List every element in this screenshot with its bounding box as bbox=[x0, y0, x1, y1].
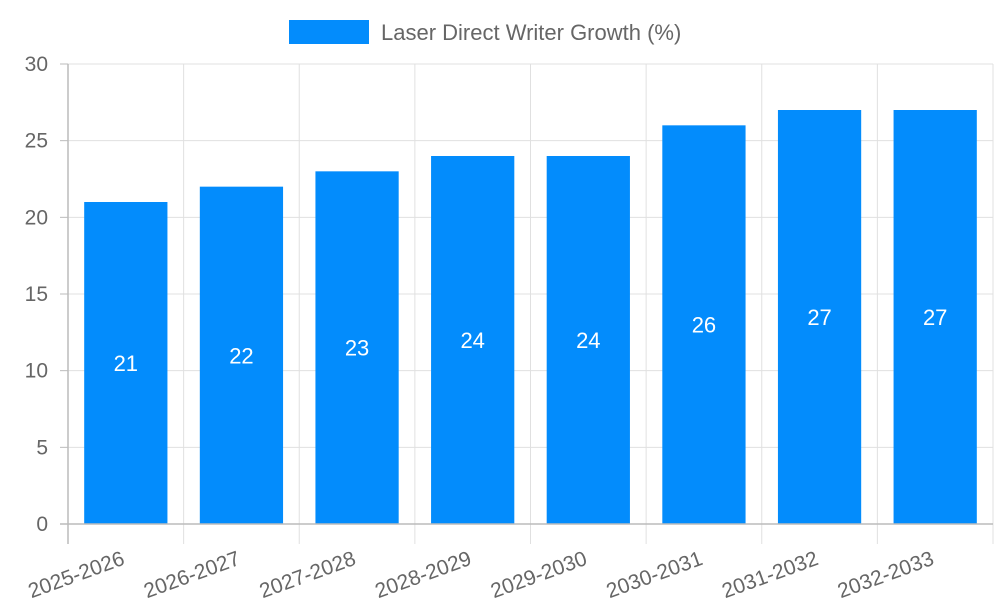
bar bbox=[315, 171, 399, 525]
data-label: 26 bbox=[692, 313, 716, 338]
data-label: 21 bbox=[114, 351, 138, 376]
x-tick-label: 2026-2027 bbox=[141, 547, 243, 600]
data-label: 27 bbox=[807, 305, 831, 330]
bar bbox=[893, 110, 977, 524]
data-label: 24 bbox=[460, 328, 484, 353]
legend[interactable]: Laser Direct Writer Growth (%) bbox=[289, 20, 681, 45]
x-tick-label: 2032-2033 bbox=[835, 547, 937, 600]
data-label: 22 bbox=[229, 343, 253, 368]
bar bbox=[199, 186, 284, 524]
x-tick-label: 2030-2031 bbox=[603, 547, 705, 600]
y-tick-label: 15 bbox=[25, 283, 48, 306]
legend-swatch bbox=[289, 20, 369, 44]
y-tick-label: 5 bbox=[36, 436, 48, 459]
y-tick-label: 20 bbox=[25, 206, 48, 229]
y-tick-label: 0 bbox=[36, 513, 48, 536]
x-tick-label: 2027-2028 bbox=[257, 547, 359, 600]
y-tick-label: 10 bbox=[25, 360, 48, 383]
x-tick-label: 2031-2032 bbox=[719, 547, 821, 600]
bar bbox=[662, 125, 746, 524]
bar bbox=[777, 110, 862, 524]
y-tick-label: 30 bbox=[25, 53, 48, 76]
legend-label: Laser Direct Writer Growth (%) bbox=[381, 20, 681, 45]
bar bbox=[431, 156, 515, 524]
bar bbox=[546, 156, 630, 524]
bars: 21 22 23 24 24 26 27 27 bbox=[84, 110, 977, 525]
x-tick-label: 2025-2026 bbox=[25, 547, 127, 600]
data-label: 27 bbox=[923, 305, 947, 330]
data-label: 23 bbox=[345, 336, 369, 361]
x-tick-label: 2028-2029 bbox=[372, 547, 474, 600]
x-tick-label: 2029-2030 bbox=[488, 547, 590, 600]
y-tick-label: 25 bbox=[25, 130, 48, 153]
data-label: 24 bbox=[576, 328, 600, 353]
bar bbox=[84, 202, 168, 524]
